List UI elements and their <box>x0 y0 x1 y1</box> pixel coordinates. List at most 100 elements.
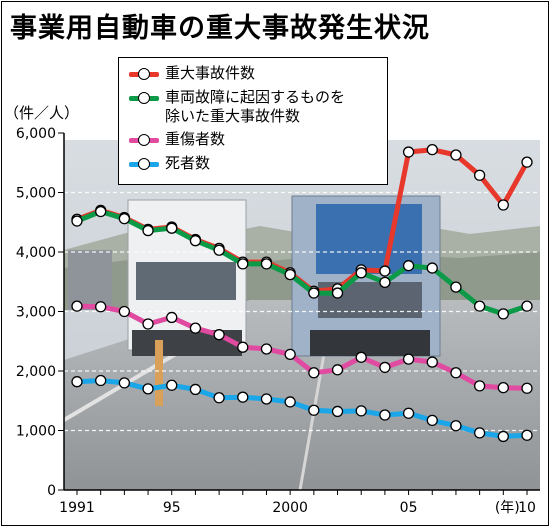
data-point <box>260 393 273 405</box>
legend-label: 重傷者数 <box>165 130 226 148</box>
y-tick-label: 0 <box>47 483 56 499</box>
x-tick-label: 95 <box>163 500 181 516</box>
data-point <box>118 377 131 389</box>
x-tick-label: 2000 <box>272 500 308 516</box>
series-4 <box>71 374 533 443</box>
data-point <box>521 300 533 312</box>
legend-label: 重大事故件数 <box>165 64 256 82</box>
y-tick-label: 1,000 <box>16 424 56 440</box>
data-point <box>426 262 438 274</box>
data-point <box>284 268 296 281</box>
data-point <box>189 235 202 247</box>
data-point <box>260 258 273 270</box>
data-point <box>450 281 462 293</box>
background-photo <box>62 140 540 491</box>
data-point <box>355 267 367 279</box>
data-point <box>521 429 533 441</box>
data-point <box>402 353 415 365</box>
y-tick-label: 2,000 <box>16 364 56 380</box>
data-point <box>497 430 509 443</box>
data-point <box>166 311 178 324</box>
y-tick-label: 6,000 <box>16 126 56 142</box>
legend-label: 車両故障に起因するものを 除いた重大事故件数 <box>165 88 346 125</box>
data-point <box>355 405 367 417</box>
data-point <box>473 300 486 312</box>
data-point <box>402 146 415 158</box>
legend-swatch <box>127 154 161 174</box>
data-point <box>166 379 178 391</box>
y-tick-label: 5,000 <box>16 186 56 202</box>
data-point <box>473 169 486 181</box>
x-axis-unit: (年) <box>495 500 520 516</box>
data-point <box>142 224 154 237</box>
data-point <box>402 260 415 272</box>
data-point <box>355 351 367 363</box>
data-point <box>473 380 486 392</box>
data-point <box>497 308 509 320</box>
data-point <box>284 348 296 360</box>
legend-swatch <box>127 130 161 150</box>
data-point <box>473 427 486 439</box>
x-tick-label: 10 <box>518 500 536 516</box>
data-point <box>426 144 438 156</box>
data-point <box>71 300 83 312</box>
unit-label: （件／人） <box>4 104 79 122</box>
data-point <box>450 420 462 432</box>
data-point <box>189 322 202 334</box>
data-point <box>521 382 533 394</box>
data-point <box>166 222 178 234</box>
data-point <box>71 215 83 227</box>
data-point <box>379 265 391 277</box>
data-point <box>402 407 415 419</box>
data-point <box>142 383 154 395</box>
chart-title: 事業用自動車の重大事故発生状況 <box>10 13 430 44</box>
data-point <box>379 361 391 374</box>
axes <box>58 132 540 495</box>
data-point <box>426 356 438 368</box>
legend-swatch <box>127 88 161 108</box>
data-point <box>142 318 154 330</box>
series-3 <box>71 300 533 394</box>
data-point <box>331 287 344 299</box>
legend-item: 重傷者数 <box>127 130 381 150</box>
legend-item: 車両故障に起因するものを 除いた重大事故件数 <box>127 88 381 126</box>
data-point <box>118 213 131 225</box>
data-point <box>521 156 533 168</box>
data-point <box>118 305 131 318</box>
x-tick-label: 05 <box>400 500 418 516</box>
data-point <box>213 329 225 341</box>
data-point <box>284 396 296 408</box>
y-tick-label: 4,000 <box>16 245 56 261</box>
data-point <box>260 343 273 355</box>
legend-label: 死者数 <box>165 154 211 172</box>
data-point <box>426 414 438 427</box>
data-point <box>237 391 249 403</box>
data-point <box>331 364 344 376</box>
data-point <box>308 287 320 299</box>
data-point <box>237 258 249 270</box>
data-point <box>95 374 107 387</box>
data-point <box>95 205 107 218</box>
legend-swatch <box>127 64 161 84</box>
series-2 <box>71 205 533 320</box>
data-point <box>95 301 107 313</box>
data-point <box>308 367 320 379</box>
legend-item: 重大事故件数 <box>127 64 381 84</box>
data-point <box>379 276 391 288</box>
data-point <box>450 367 462 379</box>
data-point <box>450 149 462 161</box>
data-point <box>189 383 202 396</box>
legend: 重大事故件数車両故障に起因するものを 除いた重大事故件数重傷者数死者数 <box>118 57 388 185</box>
data-point <box>331 405 344 418</box>
data-point <box>379 409 391 421</box>
legend-item: 死者数 <box>127 154 381 174</box>
data-point <box>497 199 509 211</box>
series-layer <box>71 144 533 443</box>
data-point <box>71 376 83 388</box>
x-tick-label: 1991 <box>59 500 95 516</box>
y-tick-label: 3,000 <box>16 305 56 321</box>
data-point <box>213 392 225 404</box>
data-point <box>308 404 320 416</box>
data-point <box>237 341 249 353</box>
